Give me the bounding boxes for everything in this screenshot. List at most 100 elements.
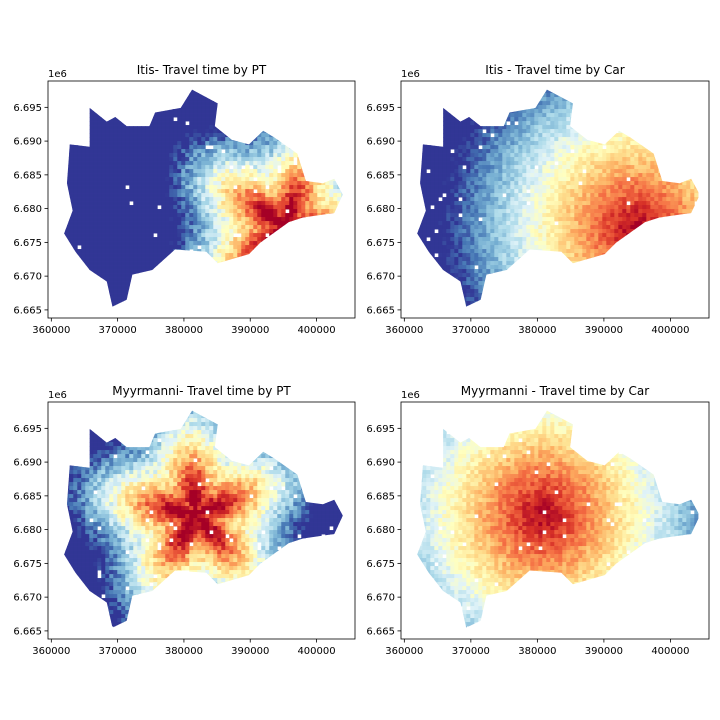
- heatmap-cell: [181, 89, 186, 94]
- heatmap-cell: [534, 129, 539, 134]
- heatmap-cell: [261, 269, 266, 274]
- heatmap-cell: [121, 173, 126, 178]
- heatmap-cell: [197, 157, 202, 162]
- heatmap-cell: [169, 281, 174, 286]
- heatmap-cell: [430, 101, 435, 106]
- heatmap-cell: [301, 289, 306, 294]
- heatmap-cell: [265, 289, 270, 294]
- heatmap-cell: [630, 97, 635, 102]
- heatmap-cell: [173, 281, 178, 286]
- heatmap-cell: [610, 125, 615, 130]
- heatmap-cell: [486, 93, 491, 98]
- heatmap-cell: [426, 129, 431, 134]
- heatmap-cell: [141, 301, 146, 306]
- heatmap-cell: [562, 89, 567, 94]
- heatmap-cell: [149, 209, 154, 214]
- heatmap-cell: [64, 225, 66, 230]
- heatmap-cell: [610, 121, 615, 126]
- heatmap-cell: [77, 237, 82, 242]
- heatmap-cell: [626, 117, 631, 122]
- heatmap-cell: [213, 281, 218, 286]
- heatmap-cell: [558, 105, 563, 110]
- heatmap-cell: [253, 301, 258, 306]
- heatmap-cell: [582, 137, 587, 142]
- heatmap-cell: [494, 105, 499, 110]
- heatmap-cell: [97, 97, 102, 102]
- heatmap-cell: [117, 101, 122, 106]
- heatmap-cell: [269, 197, 274, 202]
- heatmap-cell: [313, 121, 318, 126]
- heatmap-cell: [189, 273, 194, 278]
- heatmap-cell: [317, 169, 322, 174]
- heatmap-cell: [265, 137, 270, 142]
- heatmap-cell: [518, 93, 523, 98]
- heatmap-cell: [241, 173, 246, 178]
- heatmap-cell: [85, 85, 89, 89]
- heatmap-cell: [69, 285, 74, 290]
- heatmap-cell: [197, 133, 202, 138]
- heatmap-cell: [526, 109, 531, 114]
- heatmap-cell: [133, 85, 137, 89]
- heatmap-cell: [169, 165, 174, 170]
- heatmap-cell: [674, 117, 679, 122]
- heatmap-cell: [309, 277, 314, 282]
- heatmap-cell: [321, 273, 326, 278]
- heatmap-cell: [694, 133, 699, 138]
- heatmap-cell: [73, 89, 78, 94]
- heatmap-cell: [181, 117, 186, 122]
- heatmap-cell: [570, 101, 575, 106]
- heatmap-cell: [474, 113, 479, 118]
- heatmap-cell: [297, 273, 302, 278]
- heatmap-cell: [85, 289, 90, 294]
- heatmap-cell: [602, 129, 607, 134]
- heatmap-cell: [341, 177, 343, 182]
- heatmap-cell: [486, 89, 491, 94]
- heatmap-cell: [77, 269, 82, 274]
- heatmap-cell: [221, 89, 226, 94]
- heatmap-cell: [101, 109, 106, 114]
- heatmap-cell: [554, 121, 559, 126]
- heatmap-cell: [662, 109, 667, 114]
- heatmap-cell: [141, 269, 146, 274]
- heatmap-cell: [229, 277, 234, 282]
- heatmap-cell: [77, 189, 82, 194]
- heatmap-cell: [337, 109, 342, 114]
- heatmap-cell: [149, 281, 154, 286]
- heatmap-cell: [97, 249, 102, 254]
- heatmap-cell: [646, 89, 651, 94]
- heatmap-cell: [65, 269, 70, 274]
- heatmap-cell: [273, 237, 278, 242]
- heatmap-cell: [64, 153, 66, 158]
- heatmap-cell: [225, 193, 230, 198]
- heatmap-cell: [69, 173, 74, 178]
- heatmap-cell: [229, 121, 234, 126]
- heatmap-cell: [341, 113, 343, 118]
- heatmap-cell: [542, 121, 547, 126]
- heatmap-cell: [241, 213, 246, 218]
- heatmap-cell: [646, 113, 651, 118]
- heatmap-cell: [333, 133, 338, 138]
- heatmap-cell: [261, 125, 266, 130]
- heatmap-cell: [81, 201, 86, 206]
- heatmap-cell: [578, 133, 583, 138]
- heatmap-cell: [141, 177, 146, 182]
- heatmap-cell: [293, 113, 298, 118]
- heatmap-cell: [169, 229, 174, 234]
- heatmap-cell: [241, 205, 246, 210]
- heatmap-cell: [518, 125, 523, 130]
- heatmap-cell: [193, 185, 198, 190]
- heatmap-cell: [586, 117, 591, 122]
- heatmap-cell: [133, 249, 138, 254]
- heatmap-cell: [638, 85, 642, 89]
- heatmap-cell: [141, 229, 146, 234]
- heatmap-cell: [64, 149, 66, 154]
- heatmap-cell: [341, 221, 343, 226]
- heatmap-cell: [602, 85, 606, 89]
- heatmap-cell: [237, 197, 242, 202]
- heatmap-cell: [89, 177, 94, 182]
- heatmap-cell: [325, 165, 330, 170]
- heatmap-cell: [622, 129, 627, 134]
- heatmap-cell: [101, 105, 106, 110]
- heatmap-cell: [285, 297, 290, 302]
- heatmap-cell: [205, 85, 209, 89]
